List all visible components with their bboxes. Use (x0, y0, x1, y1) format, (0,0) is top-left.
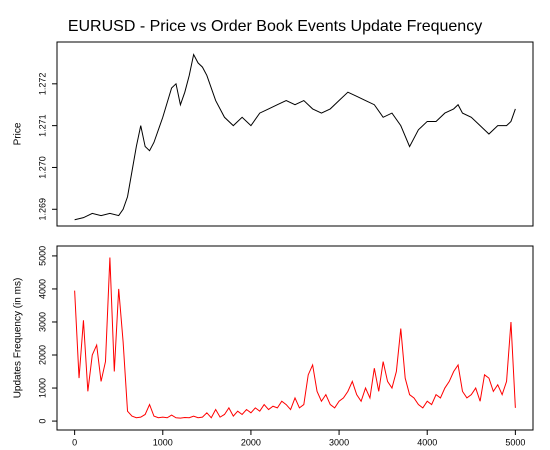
y-tick-label: 1.270 (37, 156, 47, 179)
y-tick-label: 2000 (37, 345, 47, 365)
plot-frame (56, 41, 534, 227)
y-axis-label: Price (13, 122, 24, 145)
x-tick-label: 1000 (153, 437, 173, 447)
y-tick-label: 4000 (37, 279, 47, 299)
data-line (74, 53, 516, 221)
y-tick-label: 1.272 (37, 73, 47, 96)
y-tick-label: 5000 (37, 246, 47, 266)
y-tick-label: 1.269 (37, 198, 47, 221)
y-tick-label: 3000 (37, 312, 47, 332)
y-tick-label: 1000 (37, 378, 47, 398)
x-tick-label: 0 (72, 437, 77, 447)
x-tick-label: 4000 (417, 437, 437, 447)
y-axis-label: Updates Frequency (in ms) (13, 278, 24, 399)
y-tick-label: 0 (37, 419, 47, 424)
x-tick-label: 2000 (241, 437, 261, 447)
y-tick-label: 1.271 (37, 114, 47, 137)
data-line (74, 257, 516, 419)
chart-title: EURUSD - Price vs Order Book Events Upda… (68, 18, 482, 35)
x-tick-label: 5000 (505, 437, 525, 447)
x-tick-label: 3000 (329, 437, 349, 447)
plot-frame (56, 245, 534, 431)
